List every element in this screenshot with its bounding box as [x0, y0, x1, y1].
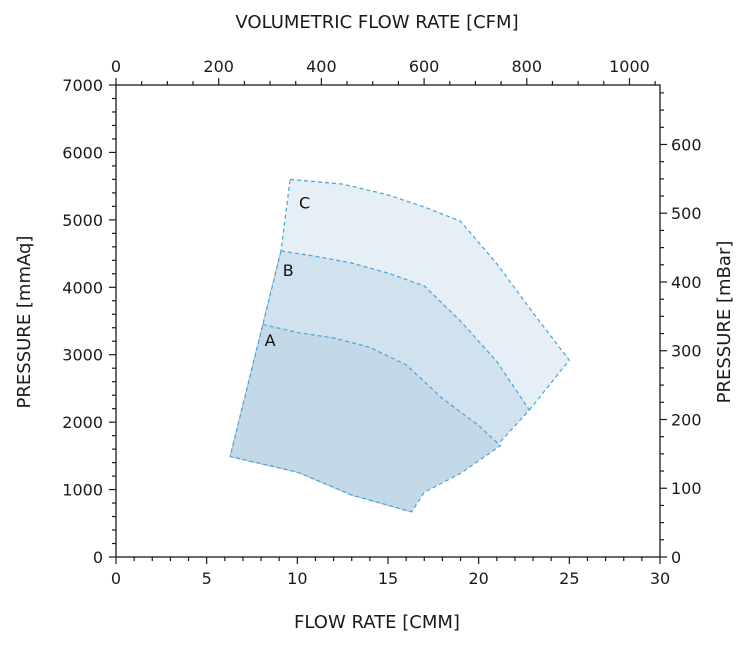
region-a-area: [229, 323, 502, 513]
region-a-label: A: [265, 331, 276, 350]
y2-tick-label: 500: [671, 204, 702, 223]
y-tick-label: 0: [93, 548, 103, 567]
x-tick-label: 0: [111, 569, 121, 588]
x-axis-title: FLOW RATE [CMM]: [294, 612, 460, 633]
x-tick-label: 25: [559, 569, 579, 588]
x-tick-label: 30: [650, 569, 670, 588]
performance-regions: C B A: [229, 178, 571, 513]
y2-tick-label: 300: [671, 342, 702, 361]
y2-tick-label: 0: [671, 548, 681, 567]
x2-tick-label: 0: [111, 57, 121, 76]
y2-tick-label: 100: [671, 479, 702, 498]
y-tick-label: 4000: [62, 278, 103, 297]
y-axis-title: PRESSURE [mmAq]: [14, 236, 35, 409]
y-tick-label: 1000: [62, 481, 103, 500]
x2-tick-label: 800: [512, 57, 543, 76]
y2-tick-label: 400: [671, 273, 702, 292]
region-b-label: B: [283, 261, 294, 280]
x2-axis-title: VOLUMETRIC FLOW RATE [CFM]: [235, 12, 518, 33]
x2-tick-label: 1000: [609, 57, 650, 76]
y-tick-label: 3000: [62, 346, 103, 365]
y2-tick-label: 200: [671, 410, 702, 429]
y-tick-label: 7000: [62, 76, 103, 95]
x2-tick-label: 400: [306, 57, 337, 76]
region-c-label: C: [299, 193, 310, 212]
axis-ticks: [109, 78, 667, 564]
plot-frame: [115, 84, 661, 558]
y-tick-label: 2000: [62, 413, 103, 432]
y-tick-label: 5000: [62, 211, 103, 230]
y-tick-label: 6000: [62, 143, 103, 162]
x2-tick-label: 200: [203, 57, 234, 76]
x-tick-label: 10: [287, 569, 307, 588]
y2-axis-title: PRESSURE [mBar]: [714, 241, 735, 404]
x-tick-label: 20: [468, 569, 488, 588]
x-tick-label: 5: [202, 569, 212, 588]
x2-tick-label: 600: [409, 57, 440, 76]
x-tick-label: 15: [378, 569, 398, 588]
axis-tick-labels: 0 5 10 15 20 25 300100020003000400050006000700…: [62, 57, 701, 588]
y2-tick-label: 600: [671, 135, 702, 154]
